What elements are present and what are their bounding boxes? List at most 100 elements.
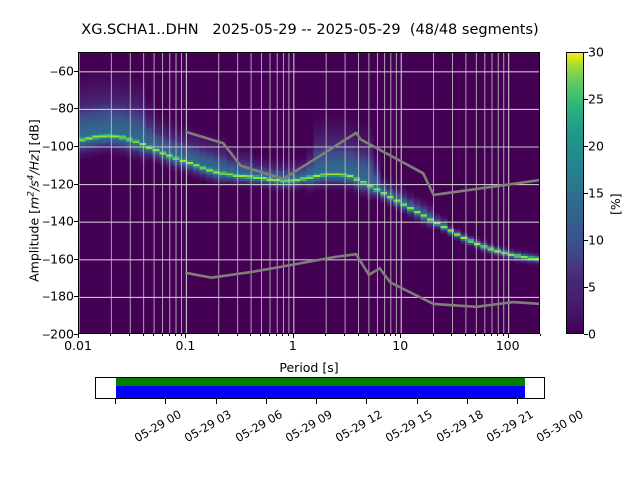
x-tick-mark: [153, 334, 155, 336]
timeline-tick-mark-2: [215, 399, 217, 404]
colorbar-tick-label-0: 0: [588, 326, 596, 342]
x-tick-mark: [400, 334, 402, 338]
x-tick-mark: [325, 334, 327, 336]
x-tick-mark: [389, 334, 391, 336]
x-tick-mark: [250, 334, 252, 336]
ppsd-axes[interactable]: [78, 52, 540, 334]
x-tick-mark: [175, 334, 176, 336]
x-tick-mark: [287, 334, 289, 336]
x-tick-label-0: 0.01: [64, 338, 92, 353]
x-tick-mark: [269, 334, 270, 336]
timeline-tick-mark-8: [517, 399, 518, 404]
timeline-tick-mark-3: [265, 399, 267, 404]
timeline-tick-label-4: 05-29 12: [332, 407, 385, 445]
x-tick-mark: [110, 334, 112, 336]
colorbar-label: [%]: [608, 193, 623, 215]
y-tick-label-2: ‒100: [42, 138, 74, 154]
timeline-axes[interactable]: [95, 377, 545, 399]
data-coverage-bar: [115, 378, 525, 386]
timeline-tick-label-6: 05-29 18: [433, 407, 486, 445]
x-tick-mark: [367, 334, 369, 336]
y-tick-mark-6: [74, 296, 78, 298]
colorbar-tick-label-1: 5: [588, 279, 596, 295]
y-tick-label-6: ‒180: [42, 288, 74, 304]
colorbar-tick-mark-0: [584, 334, 588, 335]
colorbar-tick-label-3: 15: [588, 185, 604, 201]
y-tick-mark-3: [74, 183, 78, 185]
x-tick-label-3: 10: [392, 338, 409, 353]
timeline-tick-mark-6: [416, 399, 418, 404]
timeline-tick-mark-4: [316, 399, 317, 404]
y-tick-label-5: ‒160: [42, 251, 74, 267]
x-tick-mark: [78, 334, 79, 338]
y-tick-mark-0: [74, 70, 78, 72]
plot-title: XG.SCHA1..DHN 2025-05-29 -- 2025-05-29 (…: [81, 22, 539, 38]
x-tick-mark: [502, 334, 504, 336]
colorbar-tick-label-4: 20: [588, 138, 604, 154]
noise-model-curves: [185, 130, 539, 309]
y-tick-mark-2: [74, 146, 78, 147]
y-tick-mark-1: [74, 108, 78, 110]
y-tick-mark-7: [74, 334, 78, 335]
x-tick-label-2: 1: [288, 338, 297, 353]
x-tick-mark: [432, 334, 434, 336]
x-tick-mark: [161, 334, 163, 336]
x-tick-mark: [491, 334, 493, 336]
x-tick-mark: [282, 334, 284, 336]
x-tick-mark: [383, 334, 385, 336]
timeline-tick-mark-5: [366, 399, 368, 404]
x-tick-mark: [260, 334, 262, 336]
y-tick-label-4: ‒140: [42, 213, 74, 229]
timeline-tick-label-0: 05-29 00: [131, 407, 184, 445]
x-tick-mark: [292, 334, 294, 338]
x-tick-mark: [142, 334, 144, 336]
x-tick-mark: [497, 334, 499, 336]
timeline-tick-mark-7: [466, 399, 468, 404]
y-tick-mark-5: [74, 258, 78, 260]
colorbar-tick-mark-4: [584, 146, 588, 147]
plot-gridlines: [79, 53, 539, 333]
x-tick-mark: [236, 334, 238, 336]
y-tick-label-1: ‒80: [50, 100, 74, 116]
colorbar-tick-mark-6: [584, 52, 588, 53]
x-tick-mark: [168, 334, 170, 336]
ppsd-histogram: [79, 71, 539, 266]
timeline-tick-label-8: 05-30 00: [533, 407, 586, 445]
x-tick-mark: [507, 334, 509, 338]
timeline-tick-label-1: 05-29 03: [182, 407, 234, 445]
colorbar-tick-mark-1: [584, 287, 588, 288]
ppsd-plot-svg: [79, 53, 539, 333]
x-tick-label-4: 100: [495, 338, 520, 353]
x-tick-mark: [475, 334, 477, 336]
timeline-tick-label-2: 05-29 06: [232, 407, 285, 445]
timeline-tick-mark-1: [165, 399, 167, 404]
colorbar-tick-label-2: 10: [588, 232, 604, 248]
x-tick-mark: [357, 334, 359, 336]
y-tick-label-7: ‒200: [42, 326, 74, 342]
x-tick-mark: [395, 334, 397, 336]
colorbar-tick-mark-3: [584, 193, 588, 194]
colorbar-tick-mark-5: [584, 99, 588, 100]
y-tick-label-0: ‒60: [50, 63, 74, 79]
x-tick-mark: [344, 334, 346, 336]
y-tick-mark-4: [74, 221, 78, 223]
y-axis-label-math: m2/s4/Hz: [26, 154, 42, 209]
x-tick-mark: [276, 334, 278, 336]
timeline-tick-label-5: 05-29 15: [383, 407, 435, 445]
colorbar-tick-label-6: 30: [588, 44, 604, 60]
psd-segments-bar: [115, 386, 525, 398]
x-tick-label-1: 0.1: [175, 338, 196, 353]
x-tick-mark: [540, 334, 541, 336]
colorbar[interactable]: [566, 52, 584, 334]
x-tick-mark: [464, 334, 466, 336]
x-tick-mark: [483, 334, 485, 336]
y-axis-label-unit: ] [dB]: [26, 119, 42, 155]
x-tick-mark: [217, 334, 219, 336]
x-tick-mark: [185, 334, 187, 338]
colorbar-tick-mark-2: [584, 240, 588, 241]
timeline-tick-label-3: 05-29 09: [282, 407, 335, 445]
y-axis-label-text: Amplitude [: [26, 208, 42, 282]
colorbar-tick-label-5: 25: [588, 91, 604, 107]
timeline-tick-label-7: 05-29 21: [483, 407, 536, 445]
